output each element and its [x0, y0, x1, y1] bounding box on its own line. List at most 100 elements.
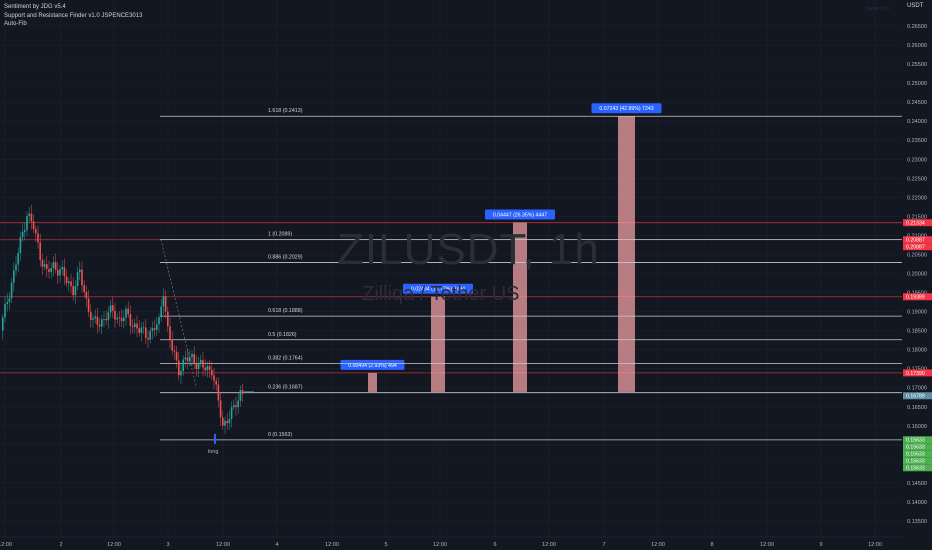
- price-label-box: [903, 457, 932, 465]
- candle-body: [43, 264, 46, 267]
- candle-body: [61, 267, 63, 270]
- price-label: 0.17390: [906, 371, 925, 377]
- candle-body: [206, 366, 209, 371]
- price-tick-label: 0.23000: [907, 157, 927, 163]
- time-tick-label: 4: [275, 542, 278, 548]
- candle-body: [105, 318, 107, 321]
- candle-body: [101, 319, 103, 327]
- price-tick-label: 0.13500: [907, 519, 927, 525]
- candle-body: [118, 317, 121, 319]
- price-tick-label: 0.24000: [907, 119, 927, 125]
- target-label: 0.02494 (14.77%) 2494: [411, 287, 465, 293]
- candle-body: [222, 417, 224, 426]
- target-bar[interactable]: [618, 116, 635, 392]
- candle-body: [230, 407, 233, 419]
- target-bar[interactable]: [513, 222, 527, 392]
- candle-body: [96, 316, 99, 325]
- candle-body: [213, 375, 215, 381]
- candle-body: [228, 418, 231, 424]
- candle-body: [30, 213, 33, 222]
- time-axis[interactable]: 12:00 2 12:00 3 12:00 4 12:00 5 12:00 6 12:00 7 12:0…: [0, 536, 902, 550]
- price-tick-label: 0.22000: [907, 195, 927, 201]
- candle-body: [145, 327, 147, 338]
- target-label-box: [591, 103, 662, 114]
- price-label: 0.15633: [906, 452, 925, 458]
- price-label: 0.15633: [906, 445, 925, 451]
- price-tick-label: 0.26500: [907, 24, 927, 30]
- candle-body: [189, 357, 191, 362]
- candle-body: [200, 360, 202, 363]
- candle-body: [142, 327, 145, 329]
- candle-body: [4, 303, 6, 318]
- candle-body: [160, 306, 162, 318]
- candle-body: [226, 420, 228, 424]
- candle-body: [239, 390, 242, 401]
- candle-body: [169, 326, 171, 340]
- price-label-box: [903, 293, 932, 301]
- candle-body: [149, 331, 151, 340]
- candle-body: [24, 229, 26, 232]
- price-label: 0.15633: [906, 466, 925, 472]
- candle-body: [83, 285, 85, 292]
- time-tick-label: 12:00: [107, 542, 121, 548]
- legend-support-resistance[interactable]: Support and Resistance Finder v1.0 JSPEN…: [4, 12, 143, 19]
- candle-body: [116, 317, 118, 320]
- price-label: 0.16789: [906, 394, 925, 400]
- candle-body: [120, 317, 123, 322]
- candle-body: [63, 267, 66, 277]
- long-signal-marker: [214, 433, 216, 444]
- price-label: 0.15633: [906, 459, 925, 465]
- time-tick-label: 12:00: [0, 542, 12, 548]
- candle-body: [57, 269, 59, 276]
- candle-body: [191, 354, 193, 358]
- fib-level-label: 1 (0.2089): [268, 232, 292, 238]
- candle-body: [68, 281, 70, 284]
- candle-body: [224, 420, 226, 426]
- time-tick-label: 12:00: [651, 542, 665, 548]
- target-bar[interactable]: [431, 296, 445, 392]
- target-label-box: [484, 209, 556, 220]
- fib-level-label: 0.886 (0.2029): [268, 254, 303, 260]
- target-label-box: [340, 359, 405, 370]
- time-tick-label: 12:00: [325, 542, 339, 548]
- candle-body: [103, 318, 105, 320]
- legend-auto-fib[interactable]: Auto-Fib: [4, 21, 27, 27]
- candle-body: [85, 291, 88, 299]
- candle-body: [156, 324, 158, 330]
- currency-label[interactable]: USDT: [907, 3, 924, 9]
- candle-body: [92, 318, 94, 320]
- top-faint-label: Same Tick: [866, 6, 890, 12]
- symbol-watermark: ZILUSDT, 1h: [337, 225, 600, 274]
- price-tick-label: 0.20000: [907, 272, 927, 278]
- legend-sentiment[interactable]: Sentiment by JDG v5.4: [4, 4, 66, 10]
- candle-body: [138, 328, 140, 333]
- price-label-box: [903, 443, 932, 451]
- candle-body: [26, 215, 28, 230]
- candle-body: [65, 276, 68, 284]
- target-label-box: [402, 283, 474, 294]
- fib-level-label: 0 (0.1563): [268, 432, 292, 438]
- time-tick-label: 12:00: [433, 542, 447, 548]
- candle-body: [219, 400, 222, 418]
- time-tick-label: 12:00: [216, 542, 230, 548]
- target-bar[interactable]: [368, 372, 377, 392]
- candle-body: [131, 325, 134, 327]
- fib-level-label: 0.236 (0.1687): [268, 385, 303, 391]
- fib-level-label: 1.618 (0.2413): [268, 108, 303, 114]
- candle-body: [107, 312, 110, 321]
- candle-body: [178, 360, 180, 376]
- time-tick-label: 12:00: [868, 542, 882, 548]
- candle-body: [204, 367, 206, 371]
- long-signal: long: [208, 433, 218, 455]
- price-axis[interactable]: 0.26500 0.26000 0.25500 0.25000 0.24500 0.240…: [902, 0, 932, 550]
- time-tick-label: 3: [166, 542, 169, 548]
- candle-body: [28, 213, 30, 216]
- price-tick-label: 0.16500: [907, 405, 927, 411]
- candle-body: [134, 323, 136, 327]
- price-tick-label: 0.22500: [907, 176, 927, 182]
- candle-body: [140, 327, 143, 333]
- candle-body: [186, 357, 189, 362]
- candle-body: [180, 370, 182, 376]
- grid: [0, 0, 902, 537]
